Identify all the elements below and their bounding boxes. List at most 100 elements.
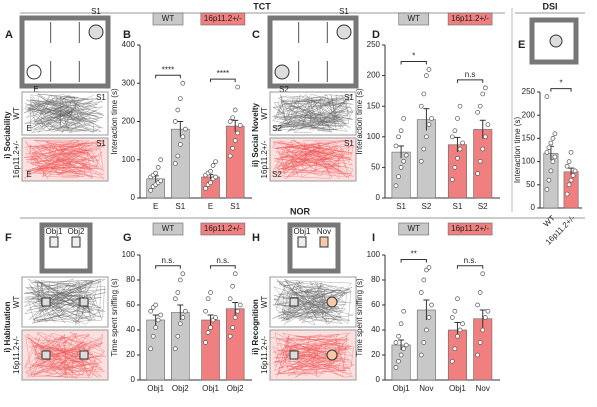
data-point xyxy=(158,312,164,318)
bar xyxy=(473,129,493,199)
track-label: S1 xyxy=(344,93,354,102)
data-point xyxy=(477,340,483,345)
track xyxy=(270,332,355,378)
track xyxy=(23,93,104,134)
data-point xyxy=(177,96,183,101)
data-point xyxy=(230,115,236,121)
data-point xyxy=(203,340,208,345)
significance-bracket xyxy=(550,88,572,92)
track xyxy=(23,139,106,180)
y-tick-label: 150 xyxy=(367,101,381,110)
data-point xyxy=(396,174,401,179)
track-label: E xyxy=(26,124,31,133)
data-point xyxy=(418,290,424,295)
y-tick-label: 40 xyxy=(371,325,380,334)
x-tick-label: E xyxy=(153,202,158,211)
significance-label: * xyxy=(559,79,562,88)
data-point xyxy=(182,308,188,314)
y-tick-label: 20 xyxy=(371,350,380,359)
data-point xyxy=(449,134,455,140)
data-point xyxy=(401,158,407,164)
panel-letter: I xyxy=(372,232,375,244)
panel-letter: H xyxy=(252,232,260,244)
data-point xyxy=(477,290,483,295)
data-point xyxy=(424,134,429,140)
data-point xyxy=(175,107,181,113)
y-axis-label: Interaction time (s) xyxy=(355,88,364,155)
data-point xyxy=(175,153,181,159)
data-point xyxy=(552,154,558,160)
data-point xyxy=(452,128,458,134)
data-point xyxy=(550,136,556,141)
y-tick-label: 0 xyxy=(131,375,136,384)
data-point xyxy=(172,119,178,124)
arena-label: Obj1 xyxy=(46,227,63,236)
significance-bracket xyxy=(400,60,427,65)
y-tick-label: 80 xyxy=(371,275,380,284)
x-tick-label: S1 xyxy=(230,202,240,211)
data-point xyxy=(213,315,218,320)
bar xyxy=(391,344,411,381)
panel-letter: D xyxy=(372,29,380,41)
data-point xyxy=(208,290,213,295)
data-point xyxy=(393,340,399,345)
data-point xyxy=(449,315,455,320)
data-point xyxy=(424,327,429,333)
data-point xyxy=(235,308,241,314)
y-tick-label: 100 xyxy=(522,157,536,166)
data-point xyxy=(568,177,574,183)
y-axis-label: Time spent sniffing (s) xyxy=(355,278,364,357)
data-point xyxy=(544,187,550,192)
data-point xyxy=(398,128,404,134)
cup xyxy=(274,64,290,80)
data-point xyxy=(177,321,183,327)
y-tick-label: 0 xyxy=(131,193,136,202)
data-point xyxy=(426,67,432,72)
data-point xyxy=(396,358,401,364)
track xyxy=(271,139,354,179)
x-tick-label: Obj1 xyxy=(147,384,164,393)
x-tick-label: Obj1 xyxy=(449,384,466,393)
data-point xyxy=(424,73,429,78)
row-label: 16p11.2+/- xyxy=(12,140,21,178)
data-point xyxy=(232,315,238,320)
data-point xyxy=(180,271,186,277)
x-tick-label: Obj1 xyxy=(393,384,410,393)
data-point xyxy=(210,163,216,168)
data-point xyxy=(205,296,211,302)
x-tick-label: Obj2 xyxy=(172,384,189,393)
track xyxy=(272,278,354,326)
arena-label: S2 xyxy=(279,85,289,94)
data-point xyxy=(153,170,159,176)
data-point xyxy=(232,107,238,113)
object xyxy=(326,296,338,308)
data-point xyxy=(227,333,233,339)
data-point xyxy=(393,365,399,370)
bar xyxy=(391,151,411,199)
data-point xyxy=(421,146,427,152)
y-tick-label: 100 xyxy=(367,250,381,259)
data-point xyxy=(227,119,233,124)
data-point xyxy=(155,317,161,323)
data-point xyxy=(148,188,154,193)
y-tick-label: 200 xyxy=(522,110,536,119)
data-point xyxy=(182,126,188,132)
significance-bracket xyxy=(456,265,484,269)
data-point xyxy=(172,296,178,302)
bar xyxy=(447,144,467,199)
arena-label: S1 xyxy=(91,7,101,16)
panel-letter: B xyxy=(123,29,131,41)
data-point xyxy=(455,333,460,339)
y-axis-label: Interaction time (s) xyxy=(110,88,119,155)
data-point xyxy=(544,149,550,155)
data-point xyxy=(548,140,554,146)
significance-bracket xyxy=(456,79,484,83)
arena-label: Nov xyxy=(317,227,331,236)
significance-label: **** xyxy=(162,65,174,74)
data-point xyxy=(429,116,434,121)
data-point xyxy=(403,152,409,158)
arena-label: Obj2 xyxy=(68,227,85,236)
y-tick-label: 200 xyxy=(367,71,381,80)
object xyxy=(319,236,329,248)
data-point xyxy=(426,315,432,320)
